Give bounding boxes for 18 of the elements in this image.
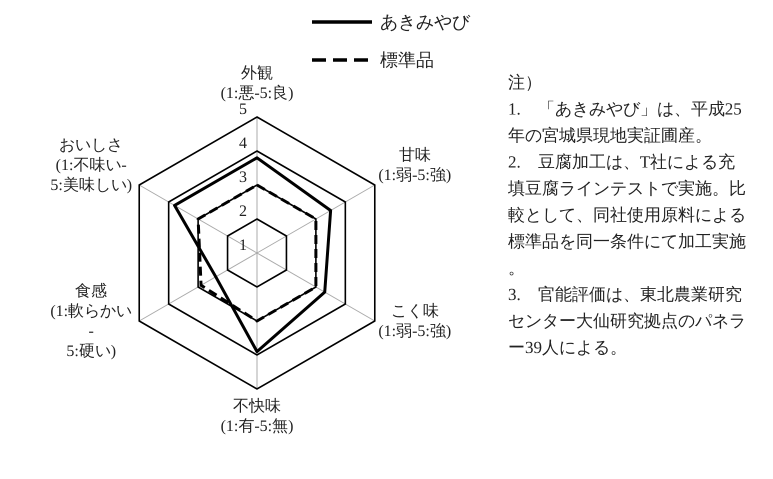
y-tick-label: 1 bbox=[239, 237, 247, 254]
note: 2. 豆腐加工は、T社による充填豆腐ラインテストで実施。比較として、同社使用原料による標準品を同一条件にて加工実施。 bbox=[508, 152, 746, 278]
legend-label: 標準品 bbox=[380, 50, 434, 70]
category-label: 外観 (1:悪-5:良) bbox=[220, 65, 294, 102]
y-tick-label: 3 bbox=[239, 169, 247, 186]
legend-label: あきみやび bbox=[380, 12, 471, 32]
y-tick-label: 4 bbox=[239, 135, 247, 152]
note: 3. 官能評価は、東北農業研究センター大仙研究拠点のパネラー39人による。 bbox=[508, 285, 746, 357]
note: 注） bbox=[508, 73, 542, 92]
category-label: こく味 (1:弱-5:強) bbox=[378, 303, 452, 340]
grid: 1 2 3 4 5 bbox=[138, 101, 376, 390]
category-label: おいしさ (1:不味い- 5:美味しい) bbox=[50, 137, 132, 194]
category-label: 食感 (1:軟らかい - 5:硬い) bbox=[50, 283, 132, 360]
y-tick-label: 2 bbox=[239, 203, 247, 220]
y-tick-label: 5 bbox=[239, 101, 247, 118]
note: 1. 「あきみやび」は、平成25年の宮城県現地実証圃産。 bbox=[508, 100, 742, 145]
category-label: 不快味 (1:有-5:無) bbox=[220, 398, 294, 435]
category-label: 甘味 (1:弱-5:強) bbox=[378, 147, 452, 184]
